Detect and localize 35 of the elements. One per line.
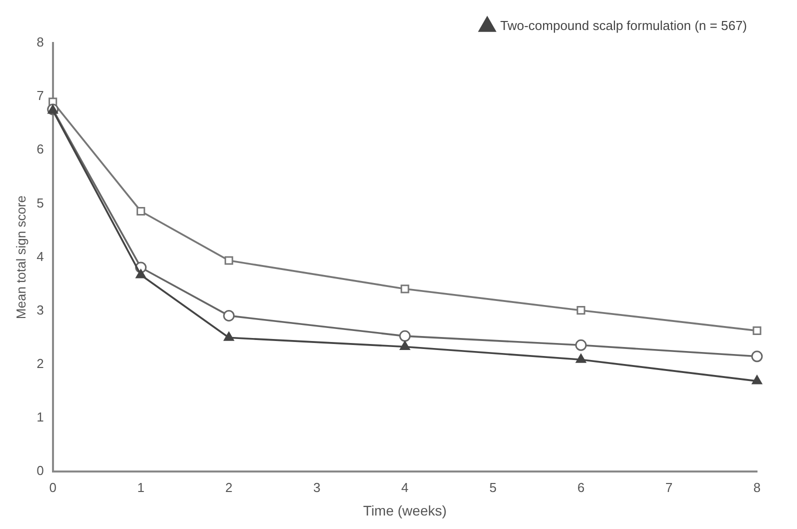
y-tick-label: 1	[36, 410, 44, 425]
x-tick-label: 1	[137, 480, 144, 495]
point	[576, 354, 586, 363]
x-tick-label: 4	[401, 480, 409, 495]
point	[576, 306, 586, 315]
x-tick-label: 2	[225, 480, 232, 495]
x-tick-label: 7	[665, 480, 673, 495]
x-tick-label: 8	[753, 480, 761, 495]
point	[400, 284, 410, 294]
x-axis-title: Time (weeks)	[363, 502, 447, 518]
y-tick-label: 7	[36, 88, 44, 104]
y-tick-label: 2	[36, 356, 44, 372]
point	[223, 310, 235, 322]
x-tick-label: 3	[313, 480, 321, 495]
y-tick-label: 3	[36, 302, 44, 318]
point	[752, 326, 762, 335]
point	[136, 269, 146, 278]
y-tick-label: 0	[36, 463, 44, 478]
point	[752, 375, 762, 384]
y-tick-label: 6	[36, 142, 44, 157]
x-tick-label: 5	[489, 480, 497, 495]
point	[136, 206, 146, 216]
point	[751, 350, 763, 362]
point	[400, 341, 410, 350]
y-tick-label: 8	[36, 34, 44, 50]
y-tick-label: 4	[36, 248, 44, 264]
point	[224, 256, 234, 265]
point	[399, 330, 411, 342]
x-tick-label: 6	[577, 480, 585, 495]
point	[224, 332, 234, 341]
x-tick-label: 0	[49, 480, 56, 495]
y-axis-title: Mean total sign score	[13, 196, 28, 320]
y-tick-label: 5	[36, 195, 44, 210]
legend-label: Two-compound scalp formulation (n = 567)	[500, 18, 747, 34]
point	[575, 339, 587, 351]
